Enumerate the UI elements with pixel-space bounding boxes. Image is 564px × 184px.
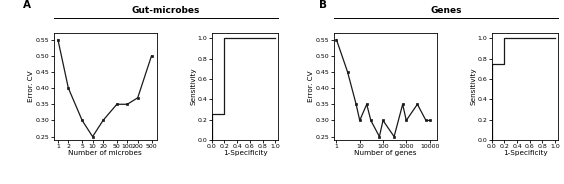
- Y-axis label: Sensitivity: Sensitivity: [190, 68, 196, 105]
- X-axis label: 1-Specificity: 1-Specificity: [223, 150, 267, 156]
- X-axis label: 1-Specificity: 1-Specificity: [503, 150, 547, 156]
- X-axis label: Number of genes: Number of genes: [354, 150, 416, 156]
- Text: B: B: [319, 0, 328, 10]
- Text: Gut-microbes: Gut-microbes: [132, 6, 200, 15]
- Y-axis label: Error. CV: Error. CV: [309, 71, 314, 102]
- Y-axis label: Error. CV: Error. CV: [28, 71, 34, 102]
- X-axis label: Number of microbes: Number of microbes: [68, 150, 142, 156]
- Text: Genes: Genes: [430, 6, 462, 15]
- Text: A: A: [23, 0, 30, 10]
- Y-axis label: Sensitivity: Sensitivity: [470, 68, 476, 105]
